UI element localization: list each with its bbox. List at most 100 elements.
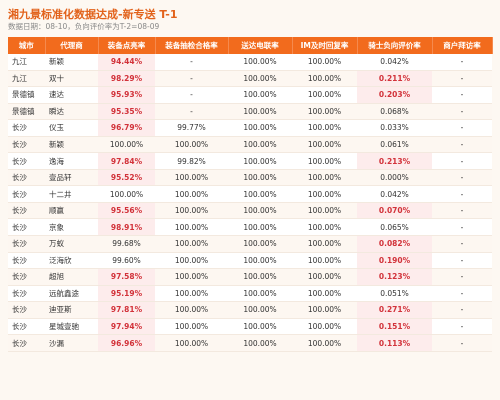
subtitle: 数据日期：08-10，负向评价率为T-2=08-09 xyxy=(8,22,160,31)
table-cell: 95.93% xyxy=(98,86,155,104)
column-header: 装备点亮率 xyxy=(98,37,156,54)
table-cell: 100.00% xyxy=(228,54,292,71)
table-cell: 99.60% xyxy=(98,252,155,270)
table-cell: 100.00% xyxy=(292,54,357,71)
table-cell: 100.00% xyxy=(228,185,292,203)
table-cell: 100.00% xyxy=(155,301,228,319)
table-row: 长沙 万蚁 99.68% 100.00% 100.00% 100.00% 0.082% - xyxy=(8,235,492,253)
table-cell: 100.00% xyxy=(228,301,292,319)
table-cell: 97.94% xyxy=(98,318,155,336)
table-cell: 100.00% xyxy=(155,169,228,187)
table-cell: 顺赢 xyxy=(45,202,98,220)
table-cell: 泛海欣 xyxy=(45,252,98,270)
table-cell: 100.00% xyxy=(292,301,357,319)
table-cell: 长沙 xyxy=(8,218,45,237)
table-cell: 景德镇 xyxy=(8,103,45,121)
table-cell: 100.00% xyxy=(155,218,228,237)
table-cell: 0.042% xyxy=(357,54,432,71)
table-cell: 100.00% xyxy=(228,218,292,237)
table-cell: - xyxy=(432,318,492,336)
table-row: 长沙 沙漏 96.96% 100.00% 100.00% 100.00% 0.113% - xyxy=(8,334,492,352)
table-cell: 十二井 xyxy=(45,185,98,203)
table-cell: - xyxy=(432,252,492,270)
table-cell: - xyxy=(432,285,492,303)
table-cell: 95.56% xyxy=(98,202,155,220)
table-cell: 沙漏 xyxy=(45,334,98,352)
table-cell: 100.00% xyxy=(292,334,357,352)
table-cell: - xyxy=(155,54,228,71)
table-cell: - xyxy=(432,169,492,187)
table-row: 长沙 超旭 97.58% 100.00% 100.00% 100.00% 0.123% - xyxy=(8,268,492,286)
table-cell: 100.00% xyxy=(155,334,228,352)
table-cell: 99.82% xyxy=(155,152,228,170)
table-cell: 0.000% xyxy=(357,169,432,187)
table-cell: 0.190% xyxy=(357,252,432,270)
table-cell: 0.070% xyxy=(357,202,432,220)
table-cell: 长沙 xyxy=(8,152,45,170)
table-cell: 瞬达 xyxy=(45,103,98,121)
table-cell: 迪亚斯 xyxy=(45,301,98,319)
table-cell: 0.151% xyxy=(357,318,432,336)
table-cell: 0.033% xyxy=(357,119,432,137)
table-cell: - xyxy=(432,235,492,253)
column-header: 骑士负向评价率 xyxy=(357,37,433,54)
table-cell: 100.00% xyxy=(228,119,292,137)
table-cell: 长沙 xyxy=(8,136,45,154)
table-cell: - xyxy=(432,136,492,154)
table-cell: - xyxy=(432,70,492,88)
table-row: 长沙 京象 98.91% 100.00% 100.00% 100.00% 0.065% - xyxy=(8,218,492,237)
table-row: 长沙 仪玉 96.79% 99.77% 100.00% 100.00% 0.033% - xyxy=(8,119,492,137)
table-cell: 万蚁 xyxy=(45,235,98,253)
table-cell: 100.00% xyxy=(228,103,292,121)
table-cell: - xyxy=(432,152,492,170)
table-cell: 长沙 xyxy=(8,202,45,220)
table-cell: 九江 xyxy=(8,54,45,71)
table-cell: 0.042% xyxy=(357,185,432,203)
table-cell: 100.00% xyxy=(292,202,357,220)
table-cell: 0.065% xyxy=(357,218,432,237)
table-cell: 0.211% xyxy=(357,70,432,88)
table-cell: 100.00% xyxy=(228,136,292,154)
table-row: 长沙 泛海欣 99.60% 100.00% 100.00% 100.00% 0.190% - xyxy=(8,252,492,270)
table-cell: 95.52% xyxy=(98,169,155,187)
table-cell: 100.00% xyxy=(228,169,292,187)
table-cell: 99.68% xyxy=(98,235,155,253)
table-cell: 双十 xyxy=(45,70,98,88)
table-row: 景德镇 速达 95.93% -100.00% 100.00% 0.203% - xyxy=(8,86,492,104)
table-cell: 100.00% xyxy=(228,235,292,253)
column-header: 送达电联率 xyxy=(228,37,293,54)
table-cell: 0.068% xyxy=(357,103,432,121)
table-cell: 速达 xyxy=(45,86,98,104)
table-cell: 0.061% xyxy=(357,136,432,154)
table-cell: 100.00% xyxy=(228,268,292,286)
table-cell: 仪玉 xyxy=(45,119,98,137)
table-cell: 97.58% xyxy=(98,268,155,286)
table-cell: 96.79% xyxy=(98,119,155,137)
table-cell: 100.00% xyxy=(155,185,228,203)
table-cell: - xyxy=(432,301,492,319)
table-cell: 100.00% xyxy=(292,103,357,121)
table-cell: - xyxy=(432,103,492,121)
table-cell: 100.00% xyxy=(228,285,292,303)
table-cell: 新颖 xyxy=(45,136,98,154)
table-cell: 100.00% xyxy=(228,318,292,336)
table-cell: 100.00% xyxy=(228,70,292,88)
table-row: 长沙 十二井 100.00% 100.00% 100.00% 100.00% 0.042% - xyxy=(8,185,492,203)
table-cell: 新颖 xyxy=(45,54,98,71)
table-cell: 100.00% xyxy=(228,334,292,352)
table-cell: 100.00% xyxy=(292,169,357,187)
table-cell: 94.44% xyxy=(98,54,155,71)
table-cell: 100.00% xyxy=(155,318,228,336)
table-cell: 长沙 xyxy=(8,318,45,336)
table-cell: 100.00% xyxy=(292,86,357,104)
table-cell: 长沙 xyxy=(8,334,45,352)
column-header: IM及时回复率 xyxy=(292,37,358,54)
table-cell: 100.00% xyxy=(292,136,357,154)
table-cell: 0.123% xyxy=(357,268,432,286)
table-cell: 100.00% xyxy=(228,152,292,170)
table-cell: 远航鑫途 xyxy=(45,285,98,303)
table-cell: 99.77% xyxy=(155,119,228,137)
table-cell: 长沙 xyxy=(8,252,45,270)
table-cell: 0.203% xyxy=(357,86,432,104)
table-cell: 京象 xyxy=(45,218,98,237)
